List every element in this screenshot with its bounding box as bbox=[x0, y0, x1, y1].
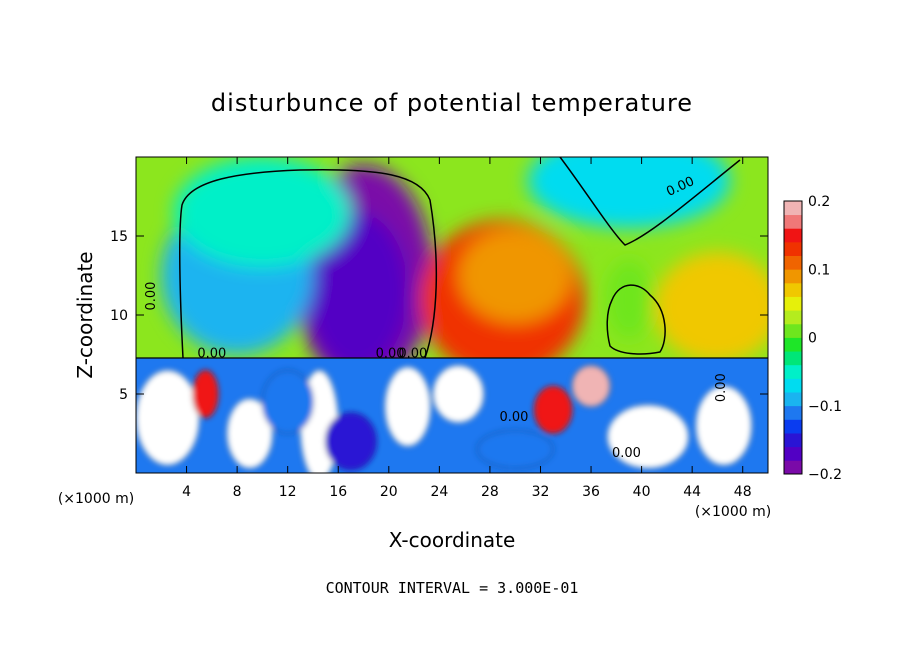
colorbar-label-1: 0.1 bbox=[808, 262, 830, 278]
contour-label-2: 0.00 bbox=[197, 347, 226, 362]
y-tick-label-10: 10 bbox=[110, 308, 128, 324]
colorbar-segment-2 bbox=[784, 433, 802, 448]
zero-contour-left bbox=[179, 168, 438, 359]
x-tick-label-32: 32 bbox=[532, 484, 550, 500]
field-blob-upper-3 bbox=[173, 157, 351, 268]
y-axis-label: Z-coordinate bbox=[73, 251, 97, 378]
y-tick-label-15: 15 bbox=[110, 229, 128, 245]
field-blob-lower-8 bbox=[325, 412, 377, 471]
field-blob-lower-4 bbox=[432, 365, 485, 423]
colorbar-label-3: −0.1 bbox=[808, 399, 842, 415]
zero-contours bbox=[136, 157, 768, 359]
field-blob-upper-8 bbox=[606, 259, 652, 339]
colorbar-segment-5 bbox=[784, 392, 802, 407]
contour-label-7: 0.00 bbox=[714, 373, 729, 402]
field-blob-upper-1 bbox=[306, 212, 408, 371]
colorbar-segment-4 bbox=[784, 405, 802, 420]
x-tick-label-16: 16 bbox=[329, 484, 347, 500]
field-blob-lower-3 bbox=[384, 366, 431, 447]
x-tick-label-12: 12 bbox=[279, 484, 297, 500]
contour-label-4: 0.00 bbox=[398, 347, 427, 362]
colorbar: 0.2 0.1 0 −0.1 −0.2 bbox=[783, 194, 842, 483]
colorbar-label-0: 0.2 bbox=[808, 194, 830, 210]
upper-field-features bbox=[161, 157, 768, 387]
field-blob-lower-11 bbox=[192, 369, 219, 419]
field-blob-lower-12 bbox=[571, 365, 611, 408]
colorbar-segment-16 bbox=[784, 241, 802, 256]
contour-label-5: 0.00 bbox=[499, 410, 528, 425]
lower-field-features bbox=[136, 365, 752, 473]
colorbar-segment-7 bbox=[784, 364, 802, 379]
field-blob-lower-6 bbox=[695, 385, 752, 466]
x-axis-label: X-coordinate bbox=[389, 528, 516, 552]
x-tick-label-4: 4 bbox=[182, 484, 191, 500]
colorbar-segment-1 bbox=[784, 446, 802, 461]
zero-contour-right bbox=[559, 157, 741, 246]
y-tick-label-5: 5 bbox=[119, 387, 128, 403]
x-tick-label-44: 44 bbox=[683, 484, 701, 500]
x-tick-label-28: 28 bbox=[481, 484, 499, 500]
x-tick-label-40: 40 bbox=[633, 484, 651, 500]
colorbar-segment-0 bbox=[784, 460, 802, 475]
colorbar-segment-10 bbox=[784, 323, 802, 338]
x-unit-left: (×1000 m) bbox=[58, 491, 134, 507]
contour-interval-note: CONTOUR INTERVAL = 3.000E-01 bbox=[326, 579, 579, 597]
contour-label-3: 0.00 bbox=[376, 347, 405, 362]
colorbar-segment-12 bbox=[784, 296, 802, 311]
colorbar-label-2: 0 bbox=[808, 331, 817, 347]
x-tick-label-24: 24 bbox=[430, 484, 448, 500]
contour-label-0: 0.00 bbox=[144, 282, 159, 311]
field-blob-lower-10 bbox=[533, 385, 573, 434]
colorbar-segment-9 bbox=[784, 337, 802, 352]
colorbar-frame bbox=[783, 200, 803, 475]
colorbar-segment-15 bbox=[784, 255, 802, 270]
field-blob-lower-0 bbox=[136, 369, 200, 466]
colorbar-label-4: −0.2 bbox=[808, 467, 842, 483]
field-blob-upper-6 bbox=[527, 157, 731, 229]
colorbar-segment-8 bbox=[784, 351, 802, 366]
zero-contour-island bbox=[606, 284, 666, 355]
field-blob-upper-7 bbox=[654, 251, 768, 363]
x-unit-right: (×1000 m) bbox=[695, 504, 771, 520]
field-blob-lower-5 bbox=[607, 404, 689, 469]
colorbar-segment-13 bbox=[784, 282, 802, 297]
plot-field bbox=[136, 157, 768, 473]
colorbar-segment-3 bbox=[784, 419, 802, 434]
x-tick-label-36: 36 bbox=[582, 484, 600, 500]
field-blob-upper-5 bbox=[458, 228, 573, 323]
field-blob-lower-9 bbox=[476, 429, 554, 469]
colorbar-segment-11 bbox=[784, 310, 802, 325]
colorbar-segment-17 bbox=[784, 228, 802, 243]
colorbar-segment-19 bbox=[784, 201, 802, 216]
y-axis: 5 10 15 bbox=[110, 229, 768, 403]
colorbar-segment-6 bbox=[784, 378, 802, 393]
x-tick-label-20: 20 bbox=[380, 484, 398, 500]
colorbar-segment-18 bbox=[784, 214, 802, 229]
colorbar-segment-14 bbox=[784, 269, 802, 284]
x-axis: 4 8 12 16 20 24 28 32 36 40 44 48 bbox=[182, 157, 752, 500]
x-tick-label-8: 8 bbox=[233, 484, 242, 500]
contour-label-6: 0.00 bbox=[612, 446, 641, 461]
x-tick-label-48: 48 bbox=[734, 484, 752, 500]
field-blob-lower-1 bbox=[226, 398, 273, 469]
field-blob-lower-7 bbox=[261, 369, 314, 434]
chart-title: disturbunce of potential temperature bbox=[211, 89, 693, 117]
